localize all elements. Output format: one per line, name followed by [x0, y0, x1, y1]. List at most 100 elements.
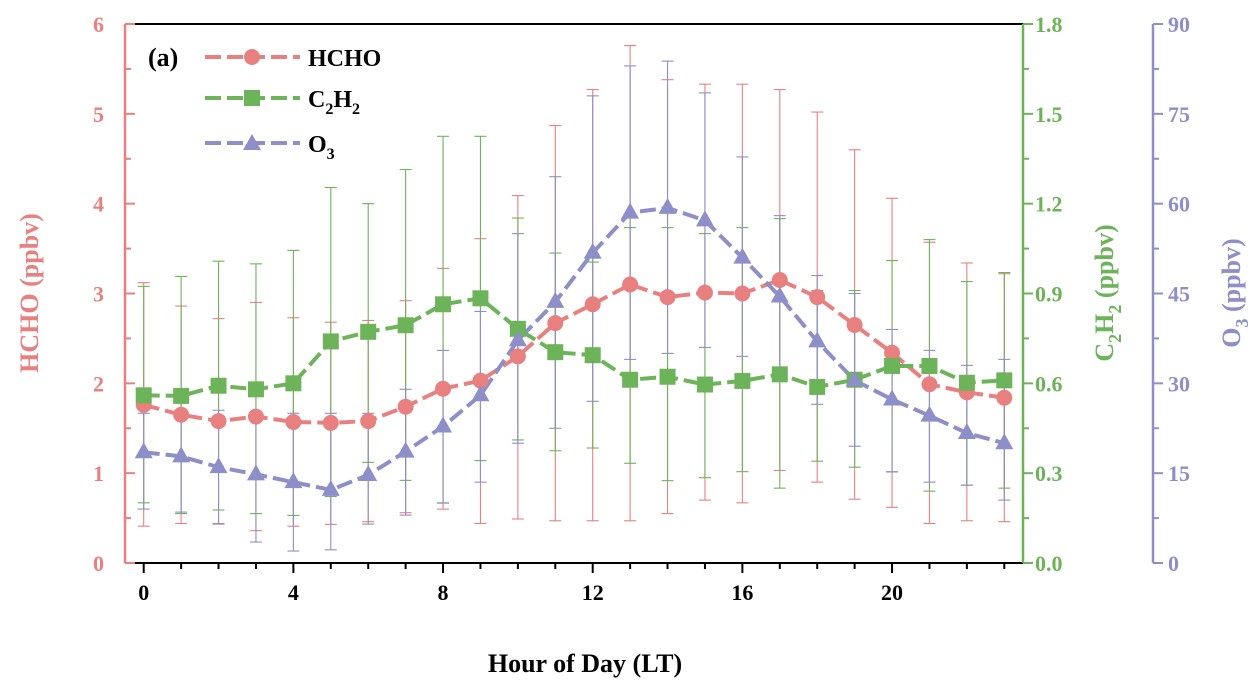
right2-axis-ticks: 0 15 30 45 60 75 90 — [1153, 12, 1190, 576]
o3-series-line — [143, 205, 1005, 492]
x-tick-label: 0 — [138, 580, 149, 605]
legend-marker-o3 — [243, 134, 261, 150]
right1-tick-label: 1.8 — [1035, 12, 1063, 37]
c2h2-point — [173, 387, 190, 404]
x-tick-label: 4 — [288, 580, 299, 605]
right2-axis-title: O3 (ppbv) — [1217, 238, 1252, 347]
legend-item-c2h2: C2H2 — [205, 87, 360, 118]
hcho-point — [846, 316, 863, 333]
legend-marker-c2h2 — [244, 90, 260, 106]
c2h2-point — [285, 375, 302, 392]
o3-point — [995, 433, 1014, 450]
o3-point — [621, 202, 640, 219]
o3-point — [770, 286, 789, 303]
right2-tick-label: 60 — [1168, 192, 1190, 217]
hcho-point — [771, 272, 788, 289]
o3-point — [396, 441, 415, 458]
c2h2-point — [135, 387, 152, 404]
right1-tick-label: 0.3 — [1035, 461, 1063, 486]
legend-item-hcho: HCHO — [205, 46, 381, 72]
o3-point — [209, 457, 228, 474]
right1-tick-label: 0.0 — [1035, 551, 1063, 576]
hcho-point — [509, 348, 526, 365]
hcho-point — [996, 389, 1013, 406]
legend-item-o3: O3 — [205, 132, 335, 163]
c2h2-point — [435, 296, 452, 313]
c2h2-point — [547, 344, 564, 361]
hcho-point — [397, 398, 414, 415]
o3-point — [471, 385, 490, 402]
c2h2-point — [809, 378, 826, 395]
c2h2-point — [210, 377, 227, 394]
hcho-point — [696, 284, 713, 301]
legend: HCHO C2H2 O3 — [205, 46, 381, 163]
legend-label-c2h2: C2H2 — [308, 87, 360, 118]
c2h2-point — [397, 317, 414, 334]
panel-label: (a) — [148, 43, 178, 72]
c2h2-point — [247, 381, 264, 398]
right2-tick-label: 75 — [1168, 102, 1190, 127]
left-axis-title: HCHO (ppbv) — [15, 213, 44, 373]
series-markers — [134, 197, 1014, 496]
c2h2-point — [734, 372, 751, 389]
x-tick-label: 20 — [881, 580, 903, 605]
o3-point — [246, 464, 265, 481]
c2h2-point — [921, 357, 938, 374]
o3-point — [321, 479, 340, 496]
right1-axis-ticks: 0.0 0.3 0.6 0.9 1.2 1.5 1.8 — [1023, 12, 1063, 576]
right1-tick-label: 0.9 — [1035, 282, 1063, 307]
hcho-point — [734, 285, 751, 302]
c2h2-point — [958, 374, 975, 391]
c2h2-point — [622, 371, 639, 388]
hcho-point — [435, 380, 452, 397]
left-tick-label: 5 — [93, 102, 104, 127]
o3-point — [733, 247, 752, 264]
x-axis-title: Hour of Day (LT) — [488, 649, 682, 678]
right2-tick-label: 0 — [1168, 551, 1179, 576]
x-tick-label: 12 — [582, 580, 604, 605]
hcho-point — [921, 376, 938, 393]
o3-point — [845, 370, 864, 387]
series-lines — [143, 205, 1005, 492]
error-bars — [137, 45, 1011, 552]
left-axis-ticks: 0 1 2 3 4 5 6 — [93, 12, 135, 576]
x-axis-ticks: 0 4 8 12 16 20 — [138, 563, 1006, 605]
o3-point — [359, 464, 378, 481]
hcho-point — [547, 315, 564, 332]
right2-tick-label: 90 — [1168, 12, 1190, 37]
x-tick-label: 16 — [731, 580, 753, 605]
o3-point — [920, 405, 939, 422]
left-tick-label: 2 — [93, 371, 104, 396]
right2-tick-label: 45 — [1168, 282, 1190, 307]
o3-point — [284, 472, 303, 489]
o3-point — [508, 330, 527, 347]
c2h2-point — [509, 320, 526, 337]
hcho-point — [285, 413, 302, 430]
left-tick-label: 0 — [93, 551, 104, 576]
left-tick-label: 1 — [93, 461, 104, 486]
o3-point — [883, 389, 902, 406]
c2h2-point — [584, 347, 601, 364]
c2h2-point — [472, 290, 489, 307]
c2h2-point — [696, 376, 713, 393]
hcho-point — [360, 413, 377, 430]
legend-marker-hcho — [244, 49, 260, 65]
left-tick-label: 4 — [93, 192, 104, 217]
c2h2-point — [771, 366, 788, 383]
right1-tick-label: 0.6 — [1035, 371, 1063, 396]
hcho-point — [247, 408, 264, 425]
o3-point — [134, 442, 153, 459]
o3-point — [546, 291, 565, 308]
right2-tick-label: 15 — [1168, 461, 1190, 486]
c2h2-point — [322, 333, 339, 350]
c2h2-point — [884, 357, 901, 374]
plot-frame — [123, 23, 1155, 564]
o3-point — [583, 242, 602, 259]
right1-tick-label: 1.5 — [1035, 102, 1063, 127]
left-tick-label: 6 — [93, 12, 104, 37]
right1-axis-title: C2H2 (ppbv) — [1090, 224, 1125, 361]
c2h2-point — [659, 368, 676, 385]
left-tick-label: 3 — [93, 282, 104, 307]
hcho-point — [322, 414, 339, 431]
